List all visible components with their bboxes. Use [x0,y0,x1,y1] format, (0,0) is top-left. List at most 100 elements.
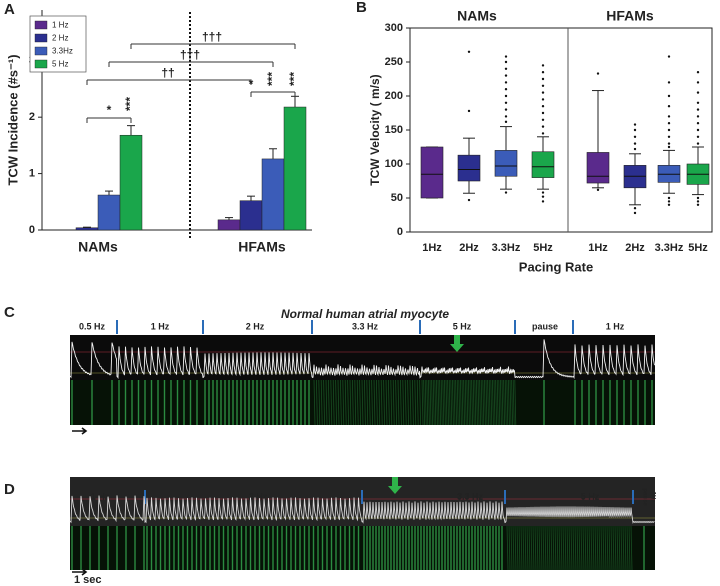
linescan-stripe [436,379,438,426]
linescan-stripe [590,525,593,571]
outlier [467,198,471,202]
linescan-stripe [604,525,607,571]
linescan-stripe [400,379,402,426]
linescan-stripe [520,525,523,571]
outlier [633,207,637,210]
outlier [541,71,545,74]
significance-mark: *** [123,97,137,111]
linescan-stripe [450,379,453,426]
linescan-stripe [484,379,486,426]
linescan-stripe [586,525,589,571]
significance-mark: ††† [180,48,200,62]
linescan-stripe [368,379,371,426]
linescan-stripe [493,379,496,426]
panel-label: B [356,0,367,16]
linescan-stripe [337,379,340,426]
linescan-stripe [442,379,445,426]
x-tick-label: 1Hz [422,242,442,254]
linescan-stripe [347,379,349,426]
outlier [633,142,637,145]
linescan-stripe [560,525,563,571]
linescan-stripe [320,379,323,426]
linescan-stripe [434,379,437,426]
linescan-stripe [508,525,511,571]
outlier [504,115,508,118]
linescan-stripe [566,525,569,571]
segment-label: 1Hz [649,492,655,503]
linescan-stripe [432,379,435,426]
outlier [696,71,700,74]
outlier [504,81,508,84]
box [457,154,481,182]
y-tick-label: 50 [391,192,403,204]
y-tick-label: 100 [385,158,403,170]
linescan-stripe [474,379,477,426]
linescan-stripe [568,525,571,571]
outlier [633,211,637,215]
linescan-stripe [630,525,633,571]
linescan-stripe [390,379,393,426]
linescan-stripe [570,525,573,571]
linescan-stripe [504,379,507,426]
linescan-stripe [592,525,595,571]
significance-mark: †† [161,66,174,80]
x-tick-label: 3.3Hz [655,242,684,254]
bar [283,106,307,231]
linescan-stripe [500,379,502,426]
linescan-stripe [452,379,454,426]
outlier [667,55,671,58]
panel-label: D [4,481,15,498]
linescan-stripe [340,379,342,426]
linescan-stripe [448,379,451,426]
segment-label: 1 Hz [151,321,170,331]
segment-label: 0.5 Hz [79,321,106,331]
linescan-stripe [482,379,485,426]
linescan-stripe [414,379,417,426]
linescan-stripe [564,525,567,571]
outlier [504,120,508,124]
linescan-stripe [354,379,357,426]
bar [239,200,263,231]
x-tick-label: 1Hz [588,242,608,254]
recording-title: Normal human atrial myocyte [281,307,449,321]
y-tick-label: 0 [397,226,403,238]
linescan-stripe [412,379,414,426]
outlier [596,72,600,75]
linescan-stripe [455,379,457,426]
linescan-stripe [584,525,587,571]
linescan-stripe [445,379,448,426]
calcium-trace [69,495,655,524]
linescan-stripe [490,379,493,426]
linescan-stripe [556,525,559,571]
linescan-stripe [518,525,521,571]
y-tick-label: 150 [385,124,403,136]
outlier [696,108,700,111]
outlier [504,60,508,64]
linescan-stripe [511,379,513,426]
bar [261,158,285,231]
linescan-stripe [440,379,443,426]
outlier [696,196,700,200]
outlier [667,128,671,132]
outlier [504,101,508,105]
significance-mark: *** [287,72,301,86]
segment-label: 2 Hz [249,491,268,501]
linescan-stripe [495,379,497,426]
group-title: NAMs [457,8,497,24]
linescan-stripe [582,525,585,571]
linescan-stripe [407,379,409,426]
significance-mark: * [249,77,254,91]
segment-label: 1 Hz [606,321,625,331]
linescan-stripe [416,379,419,426]
linescan-stripe [522,525,525,571]
linescan-stripe [447,379,449,426]
linescan-stripe [550,525,553,571]
plot-frame [409,27,713,233]
outlier [667,200,671,203]
outlier [541,125,545,128]
bar [119,134,143,231]
y-axis-label: TCW Incidence (#s⁻¹) [5,54,20,185]
linescan-stripe [508,379,510,426]
y-tick-label: 200 [385,90,403,102]
